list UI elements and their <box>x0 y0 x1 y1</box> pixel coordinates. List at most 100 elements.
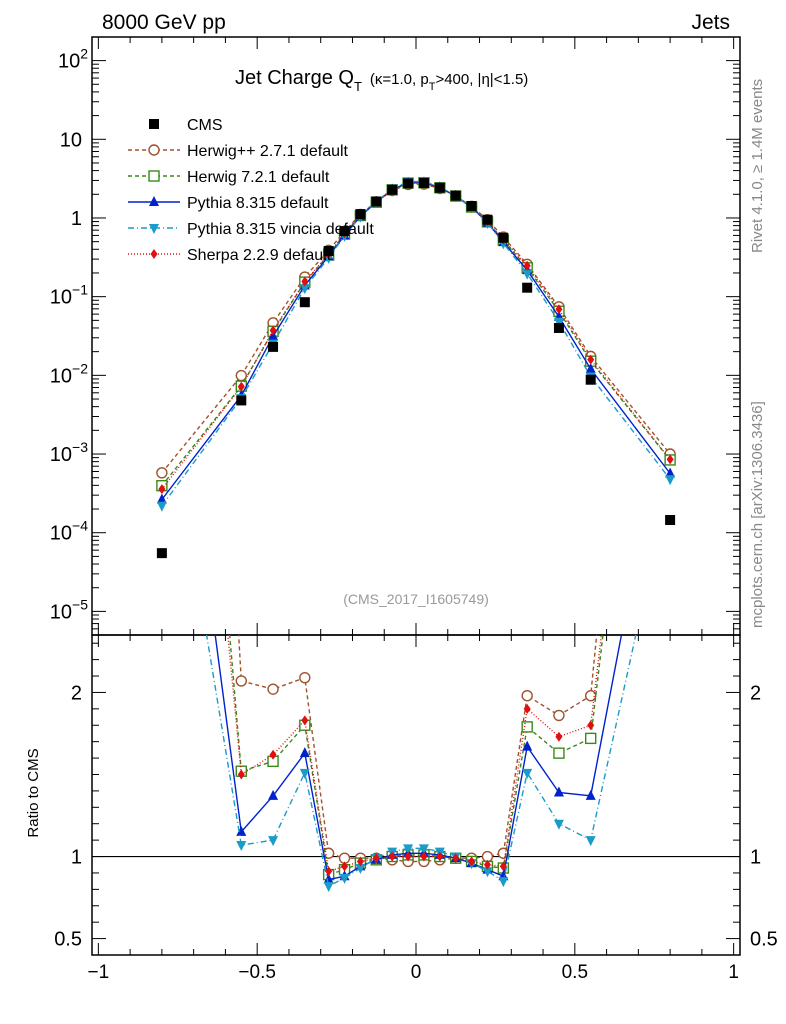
data-point <box>387 184 398 195</box>
data-point <box>523 703 531 714</box>
data-point <box>522 768 533 779</box>
x-tick-label: 0.5 <box>562 962 588 983</box>
data-point <box>450 190 461 201</box>
data-point <box>434 182 445 193</box>
data-point <box>522 740 533 751</box>
data-point <box>299 297 310 308</box>
data-point <box>403 844 414 855</box>
data-point <box>498 232 509 243</box>
data-point <box>299 671 311 684</box>
data-point <box>585 374 596 385</box>
data-point <box>553 819 564 830</box>
x-tick-label: −1 <box>88 962 110 983</box>
data-point <box>268 341 279 352</box>
data-point <box>452 853 460 864</box>
header-right: Jets <box>691 11 730 34</box>
data-point <box>553 709 565 722</box>
data-point <box>150 249 158 259</box>
series-line-main <box>161 182 671 490</box>
data-point <box>420 851 428 862</box>
series-line-main <box>161 181 671 500</box>
data-point <box>418 844 429 855</box>
data-point <box>268 789 279 800</box>
series-line-main <box>161 180 671 507</box>
ratio-tick-label-right: 0.5 <box>750 929 778 951</box>
data-point <box>482 214 493 225</box>
data-point <box>585 690 597 702</box>
data-point <box>269 749 277 760</box>
data-point <box>468 856 476 867</box>
y-tick-label: 102 <box>58 46 88 73</box>
data-point <box>235 675 247 687</box>
legend-item-cms: CMS <box>149 117 223 134</box>
ratio-tick-label-left: 0.5 <box>54 929 82 951</box>
data-point <box>323 246 334 257</box>
legend-label: CMS <box>187 117 223 134</box>
ratio-plot-frame <box>91 634 741 956</box>
header-left: 8000 GeV pp <box>102 11 226 34</box>
data-point <box>665 475 676 486</box>
data-point <box>523 260 531 271</box>
legend-item: Sherpa 2.2.9 default <box>128 247 332 264</box>
legend-label: Pythia 8.315 default <box>187 195 329 212</box>
data-point <box>156 501 167 512</box>
legend-label: Sherpa 2.2.9 default <box>187 247 332 264</box>
data-point <box>498 877 509 888</box>
data-point <box>499 861 507 872</box>
data-point <box>237 769 245 780</box>
legend: CMS Herwig++ 2.7.1 default Herwig 7.2.1 de… <box>128 117 374 264</box>
data-point <box>522 282 533 293</box>
y-tick-label: 10−3 <box>50 439 88 466</box>
data-point <box>522 269 533 280</box>
data-point <box>587 354 595 365</box>
y-tick-label: 10−2 <box>50 360 88 387</box>
legend-item: Herwig++ 2.7.1 default <box>128 143 349 160</box>
data-point <box>323 873 334 884</box>
data-point <box>665 515 676 526</box>
data-point <box>587 720 595 731</box>
data-point <box>555 304 563 315</box>
data-point <box>585 362 596 373</box>
data-point <box>585 789 596 800</box>
data-point <box>299 768 310 779</box>
legend-item: Pythia 8.315 vincia default <box>128 221 374 238</box>
data-point <box>339 873 350 884</box>
data-point <box>553 747 565 759</box>
data-point <box>355 864 366 875</box>
data-point <box>418 178 429 189</box>
data-point <box>553 317 564 328</box>
data-point <box>157 360 167 370</box>
data-point <box>665 64 675 74</box>
side-label-bottom: mcplots.cern.ch [arXiv:1306.3436] <box>749 401 766 628</box>
x-tick-label: −0.5 <box>238 962 276 983</box>
series-line-ratio <box>227 635 603 873</box>
data-point <box>156 493 167 504</box>
legend-label: Pythia 8.315 vincia default <box>187 221 374 238</box>
data-point <box>158 484 166 495</box>
data-point <box>667 47 674 57</box>
data-point <box>404 851 412 862</box>
ratio-data <box>157 47 675 893</box>
ratio-tick-label-right: 1 <box>750 847 761 869</box>
chart-title: Jet Charge QT (κ=1.0, pT>400, |η|<1.5) <box>235 67 528 94</box>
main-data <box>156 176 676 559</box>
data-point <box>269 325 277 336</box>
data-point <box>148 144 160 156</box>
legend-label: Herwig 7.2.1 default <box>187 169 330 186</box>
data-point <box>268 836 279 847</box>
series-line-ratio <box>214 635 623 881</box>
ratio-tick-label-left: 1 <box>71 847 82 869</box>
data-point <box>371 196 382 207</box>
data-point <box>436 851 444 862</box>
data-point <box>156 467 168 479</box>
data-point <box>148 170 160 182</box>
y-tick-label: 1 <box>71 208 82 230</box>
data-point <box>236 841 247 852</box>
data-point <box>149 196 159 206</box>
ratio-plot-panel: −1 −0.5 0 0.5 1 0.5 0.5 1 1 2 2 <box>54 47 778 983</box>
ratio-axis-label: Ratio to CMS <box>25 748 42 837</box>
x-tick-label: 0 <box>411 962 422 983</box>
data-point <box>521 721 533 733</box>
data-point <box>356 856 364 867</box>
data-point <box>301 276 309 287</box>
